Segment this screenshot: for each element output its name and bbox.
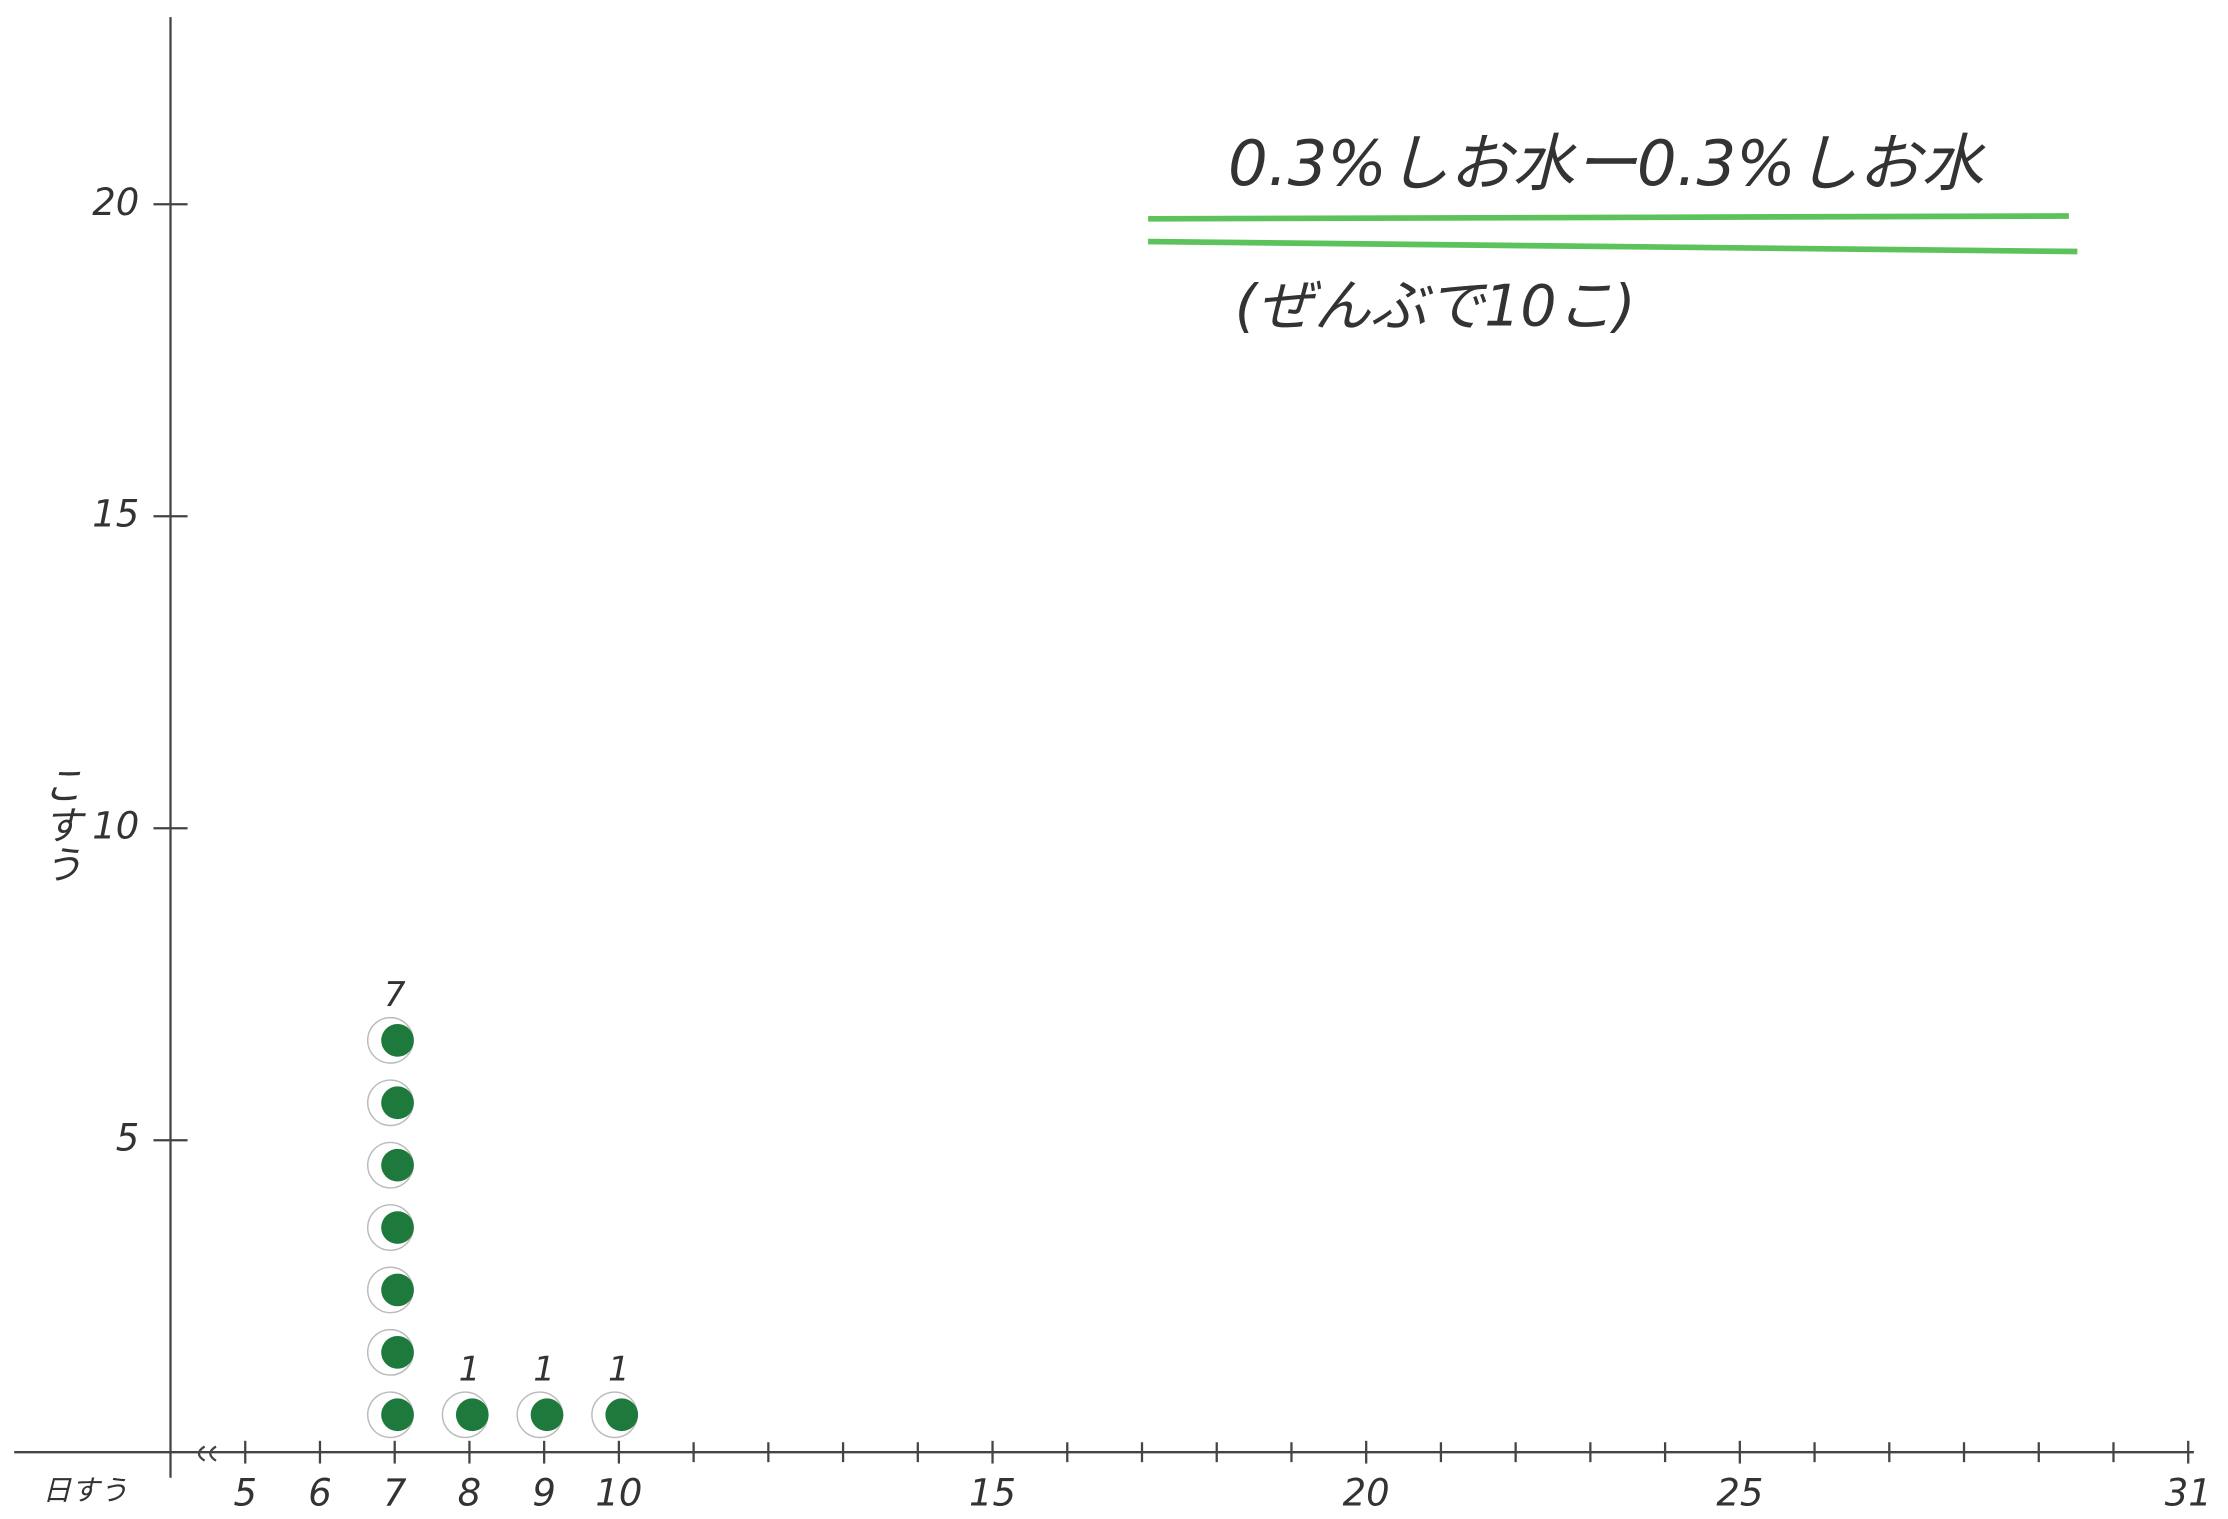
- chart-subtitle: (ぜんぶで10こ): [1235, 273, 1636, 339]
- chart-title: 0.3%しお水ー0.3%しお水: [1228, 127, 1986, 200]
- y-tick-label: 5: [116, 1117, 140, 1160]
- y-tick-label: 10: [92, 805, 139, 848]
- dot: [381, 1336, 414, 1369]
- dot-stack: [516, 1391, 564, 1439]
- dot-stack: [441, 1391, 489, 1439]
- dot: [381, 1273, 414, 1307]
- value-label: 7: [384, 975, 406, 1015]
- y-tick-label: 15: [92, 493, 139, 536]
- dot: [381, 1148, 414, 1182]
- dot-stack: [591, 1391, 639, 1439]
- dot: [381, 1211, 414, 1244]
- x-tick-label: 7: [383, 1471, 407, 1514]
- x-tick-label: 20: [1343, 1471, 1390, 1514]
- x-tick-label: 6: [308, 1471, 332, 1514]
- title-underline: [1148, 213, 2078, 255]
- axis-break: [197, 1445, 217, 1462]
- x-tick-label: 10: [595, 1471, 642, 1514]
- x-tick-label: 9: [532, 1471, 556, 1514]
- x-axis-label: 日すう: [43, 1474, 128, 1507]
- dot: [381, 1398, 414, 1432]
- value-label: 1: [608, 1350, 630, 1390]
- y-axis-label: こすう: [36, 764, 82, 883]
- dot-stack: [366, 1016, 414, 1439]
- dot: [530, 1398, 564, 1432]
- y-tick-label: 20: [92, 181, 139, 224]
- dot: [455, 1398, 489, 1432]
- value-label: 1: [533, 1350, 555, 1390]
- value-label: 1: [459, 1350, 481, 1390]
- x-tick-label: 31: [2165, 1471, 2212, 1514]
- x-tick-label: 15: [969, 1471, 1016, 1514]
- x-tick-label: 5: [233, 1471, 257, 1514]
- x-tick-label: 8: [458, 1471, 482, 1514]
- dot: [381, 1024, 414, 1057]
- x-tick-label: 25: [1716, 1471, 1763, 1514]
- dot: [605, 1398, 639, 1432]
- dot: [381, 1086, 414, 1120]
